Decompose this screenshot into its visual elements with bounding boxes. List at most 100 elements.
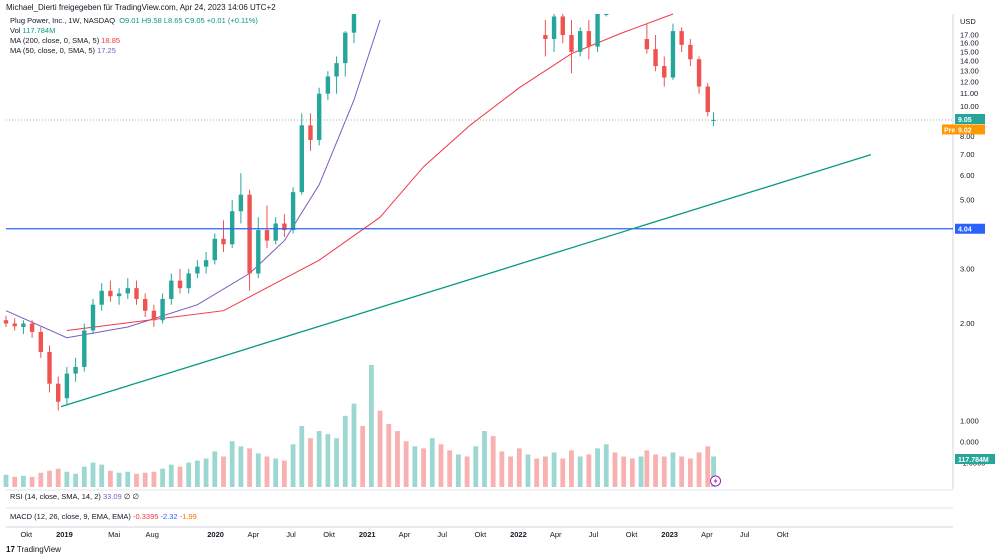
volume-bar: [99, 464, 105, 487]
volume-bar: [661, 456, 667, 487]
volume-bar: [90, 462, 96, 487]
volume-bar: [125, 471, 131, 487]
volume-bar: [255, 453, 261, 487]
time-tick-label: Mai: [108, 530, 120, 539]
candle-body: [47, 351, 52, 384]
volume-bar: [238, 446, 244, 487]
candle-body: [653, 49, 658, 67]
volume-bar: [177, 466, 183, 487]
candle-body: [679, 31, 684, 45]
volume-bar: [73, 473, 78, 487]
symbol-name: Plug Power, Inc., 1W, NASDAQ: [10, 16, 116, 25]
vol-label: Vol: [10, 26, 21, 35]
candle-body: [595, 14, 600, 47]
volume-bar: [386, 423, 392, 487]
brand-name: TradingView: [16, 545, 61, 554]
volume-bar: [551, 452, 557, 487]
price-tick-label: 8.00: [960, 132, 975, 141]
candle-body: [299, 125, 304, 193]
volume-bar: [612, 452, 618, 487]
ma200-label: MA (200, close, 0, SMA, 5): [10, 36, 100, 45]
volume-bar: [203, 458, 209, 487]
candle-body: [569, 35, 574, 52]
volume-bar: [194, 460, 200, 487]
volume-bar: [134, 473, 139, 487]
candle-body: [577, 31, 583, 52]
candle-body: [12, 323, 17, 327]
volume-bar: [308, 438, 313, 487]
volume-bar: [334, 438, 339, 487]
volume-bar: [20, 475, 26, 487]
time-tick-label: 2021: [359, 530, 376, 539]
volume-bar: [3, 474, 9, 487]
price-tick-label: 15.00: [960, 47, 979, 56]
volume-bar: [447, 450, 453, 487]
volume-bar: [586, 454, 592, 487]
tradingview-brand[interactable]: 17 TradingView: [6, 545, 61, 554]
volume-bar: [325, 434, 331, 487]
candle-body: [186, 273, 191, 289]
volume-bar: [351, 403, 357, 487]
candle-body: [177, 280, 183, 289]
volume-bar: [64, 471, 70, 487]
price-tick-label: 14.00: [960, 57, 979, 66]
volume-bars: [3, 364, 716, 487]
volume-bar: [516, 448, 522, 487]
time-tick-label: Jul: [589, 530, 599, 539]
candle-body: [264, 230, 270, 241]
candle-body: [551, 16, 557, 40]
candle-body: [238, 194, 244, 212]
candle-body: [142, 298, 148, 311]
price-tick-label: 0.000: [960, 438, 979, 447]
time-tick-label: Okt: [323, 530, 336, 539]
volume-bar: [490, 436, 496, 487]
support-price-tag: 4.04: [958, 227, 972, 234]
volume-bar: [116, 472, 122, 487]
time-axis[interactable]: Okt 2019 Mai Aug 2020 Apr Jul Okt 2021 Apr Jul Okt 2…: [20, 530, 789, 539]
chart-legend[interactable]: Plug Power, Inc., 1W, NASDAQ O9.01 H9.58…: [10, 16, 258, 56]
price-tick-label: 5.00: [960, 196, 975, 205]
candle-body: [256, 230, 261, 274]
candle-body: [38, 331, 43, 352]
volume-bar: [38, 472, 44, 487]
pre-label-bg: [942, 124, 956, 135]
volume-bar: [368, 364, 374, 487]
volume-bar: [577, 456, 583, 487]
candle-body: [3, 320, 9, 324]
candle-body: [99, 290, 104, 305]
candle-body: [212, 238, 217, 261]
volume-bar: [644, 450, 650, 487]
price-tick-label: 10.00: [960, 102, 979, 111]
time-tick-label: Apr: [701, 530, 713, 539]
candle-body: [151, 310, 157, 321]
volume-bar: [168, 464, 174, 487]
pre-price-tag-bg: [955, 124, 985, 135]
time-tick-label: Okt: [626, 530, 639, 539]
macd-pane-legend[interactable]: MACD (12, 26, close, 9, EMA, EMA) -0.339…: [10, 512, 197, 521]
candle-body: [560, 16, 565, 35]
price-tick-label: 3.00: [960, 264, 975, 273]
candle-body: [195, 266, 200, 274]
rsi-pane-legend[interactable]: RSI (14, close, SMA, 14, 2) 33.09 ∅ ∅: [10, 492, 139, 501]
volume-bar: [621, 456, 627, 487]
volume-tag-bg: [955, 454, 995, 464]
trendline: [60, 154, 872, 408]
volume-bar: [603, 444, 609, 487]
ma50-line: [5, 19, 381, 339]
volume-bar: [679, 456, 685, 487]
volume-bar: [273, 458, 279, 487]
volume-bar: [687, 458, 693, 487]
candle-body: [711, 120, 716, 122]
price-tick-label: 13.00: [960, 67, 979, 76]
ma200-value: 18.85: [101, 36, 121, 45]
time-tick-label: Okt: [474, 530, 487, 539]
chart-grid: [6, 14, 954, 528]
volume-bar: [499, 451, 505, 487]
ma50-label: MA (50, close, 0, SMA, 5): [10, 46, 96, 55]
candle-body: [351, 14, 357, 33]
ma50-value: 17.25: [97, 46, 116, 55]
volume-bar: [629, 458, 635, 487]
price-tick-label: 17.00: [960, 31, 979, 40]
